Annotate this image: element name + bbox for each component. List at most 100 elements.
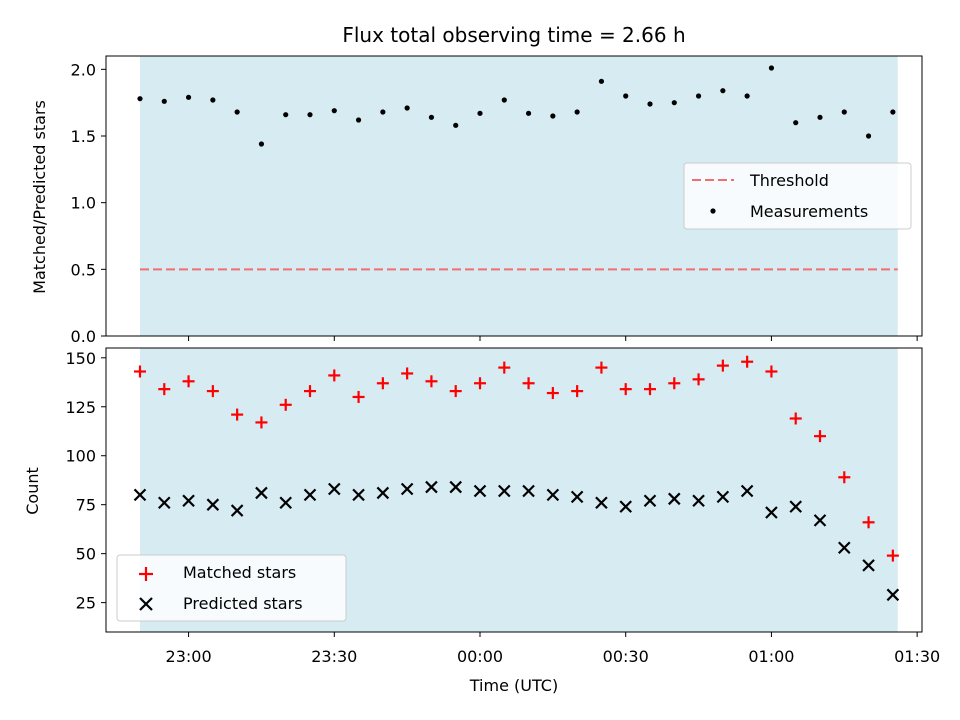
predicted-point xyxy=(862,559,875,572)
matched-point xyxy=(231,408,244,421)
predicted-point xyxy=(158,496,171,510)
x-tick-label: 23:30 xyxy=(311,647,357,666)
measurement-point xyxy=(865,133,872,139)
matched-point xyxy=(158,383,171,396)
matched-point xyxy=(741,355,754,368)
predicted-point xyxy=(133,488,147,502)
measurement-point xyxy=(671,100,677,106)
legend-matched-label: Matched stars xyxy=(183,563,296,582)
chart-title: Flux total observing time = 2.66 h xyxy=(342,23,685,47)
measurement-point xyxy=(793,120,799,126)
matched-point xyxy=(279,398,292,411)
x-tick-label: 01:30 xyxy=(894,647,940,666)
predicted-point xyxy=(376,486,390,500)
matched-point xyxy=(206,385,219,398)
matched-point xyxy=(862,516,875,529)
matched-point xyxy=(546,387,559,400)
predicted-point xyxy=(595,496,608,510)
measurement-point xyxy=(817,114,823,120)
predicted-point xyxy=(182,494,195,508)
predicted-point xyxy=(255,486,268,500)
measurement-point xyxy=(501,97,507,103)
matched-point xyxy=(255,416,268,429)
matched-point xyxy=(522,377,535,390)
top-legend-box xyxy=(683,162,912,230)
predicted-point xyxy=(425,480,438,494)
measurement-point xyxy=(283,112,289,118)
bottom-y-tick-label: 50 xyxy=(76,545,96,564)
measurement-point xyxy=(404,105,410,111)
measurement-point xyxy=(525,110,532,116)
predicted-point xyxy=(838,541,851,555)
predicted-point xyxy=(279,496,292,510)
matched-points xyxy=(134,355,899,562)
top-y-tick-label: 0.5 xyxy=(71,260,96,279)
top-y-tick-label: 1.0 xyxy=(71,194,96,213)
measurement-point xyxy=(598,78,605,84)
bottom-y-tick-label: 150 xyxy=(65,349,96,368)
measurement-point xyxy=(477,110,483,116)
bottom-axes-frame xyxy=(105,347,923,633)
predicted-point xyxy=(886,588,900,602)
top-y-tick-label: 1.5 xyxy=(71,127,96,146)
matched-point xyxy=(716,359,729,372)
bottom-y-tick-label: 75 xyxy=(76,496,96,515)
matched-point xyxy=(328,369,341,382)
measurement-point xyxy=(647,101,653,107)
bottom-legend: Matched stars Predicted stars xyxy=(116,554,347,622)
measurement-point xyxy=(623,93,629,99)
predicted-point xyxy=(692,494,705,508)
measurement-point xyxy=(331,108,337,114)
matched-point xyxy=(595,361,608,374)
top-y-tick-label: 0.0 xyxy=(71,327,96,346)
predicted-point xyxy=(813,514,827,527)
measurement-point xyxy=(744,93,750,99)
top-panel: 0.00.51.01.52.0 Matched/Predicted stars … xyxy=(30,55,923,346)
predicted-point xyxy=(400,482,414,496)
predicted-points xyxy=(133,480,900,602)
matched-point xyxy=(789,412,802,425)
measurement-point xyxy=(258,141,265,147)
predicted-point xyxy=(498,484,511,498)
measurement-point xyxy=(185,94,192,100)
legend-threshold-label: Threshold xyxy=(749,171,829,190)
measurement-point xyxy=(453,122,459,128)
top-legend: Threshold Measurements xyxy=(683,162,912,230)
measurement-point xyxy=(695,93,702,99)
matched-point xyxy=(474,377,486,390)
measurement-points xyxy=(137,65,896,147)
legend-measurements-swatch xyxy=(710,208,716,214)
matched-point xyxy=(571,385,584,398)
predicted-point xyxy=(206,498,220,511)
top-x-ticks xyxy=(188,336,918,341)
bottom-y-tick-label: 100 xyxy=(65,447,96,466)
measurement-point xyxy=(768,65,775,71)
predicted-point xyxy=(473,484,487,498)
measurement-point xyxy=(550,113,556,119)
predicted-point xyxy=(522,484,535,498)
measurement-point xyxy=(890,109,896,115)
x-tick-label: 00:00 xyxy=(457,647,503,666)
matched-point xyxy=(692,373,705,386)
bottom-y-tick-label: 125 xyxy=(65,398,96,417)
legend-predicted-swatch xyxy=(139,597,153,611)
measurement-point xyxy=(841,109,847,115)
measurement-point xyxy=(720,88,726,94)
matched-point xyxy=(134,365,146,378)
legend-measurements-label: Measurements xyxy=(750,202,868,221)
measurement-point xyxy=(137,96,143,102)
bottom-y-tick-label: 25 xyxy=(76,594,96,613)
predicted-point xyxy=(740,484,754,498)
matched-point xyxy=(765,365,778,378)
matched-point xyxy=(838,471,851,484)
predicted-point xyxy=(619,500,632,513)
x-tick-label: 00:30 xyxy=(603,647,649,666)
matched-point xyxy=(886,549,899,562)
matched-point xyxy=(644,383,656,396)
matched-point xyxy=(619,383,632,396)
matched-point xyxy=(352,390,365,403)
top-y-tick-label: 2.0 xyxy=(71,60,96,79)
predicted-point xyxy=(570,490,584,504)
bottom-legend-box xyxy=(116,554,347,622)
